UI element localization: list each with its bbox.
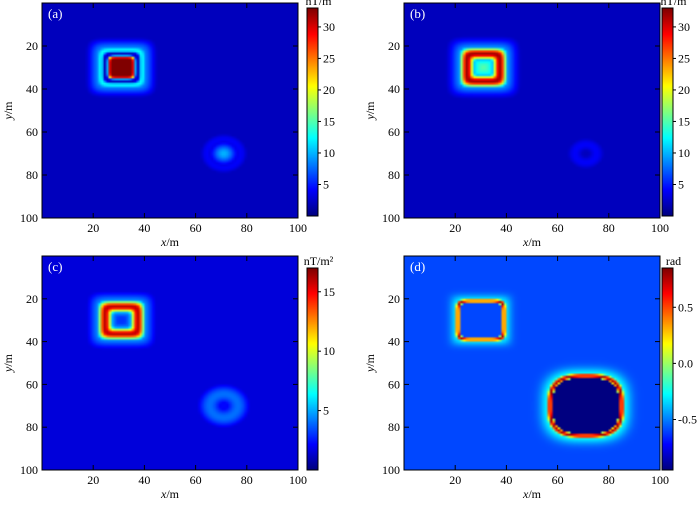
x-tick-label: 80 — [603, 473, 615, 487]
x-tick-label: 60 — [190, 221, 202, 235]
colorbar-tick-label: 5 — [323, 404, 329, 418]
y-tick-label: 100 — [382, 463, 400, 477]
x-tick-label: 100 — [651, 221, 669, 235]
x-axis-label: x/m — [522, 235, 542, 249]
y-tick-label: 40 — [26, 82, 38, 96]
colorbar — [307, 268, 318, 470]
heatmap-image — [42, 3, 298, 218]
y-tick-label: 20 — [26, 292, 38, 306]
y-tick-label: 20 — [26, 39, 38, 53]
colorbar-tick-label: 10 — [323, 344, 335, 358]
colorbar-tick-label: 10 — [678, 146, 690, 160]
colorbar-unit: nT/m — [306, 0, 333, 8]
y-axis-label: y/m — [1, 353, 15, 373]
colorbar-tick-label: 0.0 — [678, 356, 693, 370]
y-axis-label: y/m — [363, 101, 377, 121]
y-tick-label: 40 — [388, 82, 400, 96]
x-tick-label: 80 — [241, 221, 253, 235]
y-axis-label: y/m — [1, 101, 15, 121]
colorbar-frame — [306, 7, 319, 217]
x-tick-label: 100 — [651, 473, 669, 487]
x-tick-label: 40 — [138, 473, 150, 487]
colorbar-tick-label: 15 — [323, 114, 335, 128]
colorbar-tick-label: 0.5 — [678, 300, 693, 314]
colorbar-tick-label: 20 — [323, 83, 335, 97]
x-tick-label: 100 — [289, 221, 307, 235]
colorbar-frame — [306, 267, 319, 471]
colorbar-tick-label: 10 — [323, 146, 335, 160]
y-tick-label: 80 — [26, 168, 38, 182]
colorbar-frame — [661, 7, 674, 217]
heatmap-image — [404, 3, 660, 218]
colorbar-unit: nT/m² — [304, 254, 334, 268]
colorbar-frame — [661, 267, 674, 471]
y-tick-label: 20 — [388, 292, 400, 306]
y-tick-label: 60 — [26, 125, 38, 139]
colorbar-tick-label: 5 — [678, 177, 684, 191]
panel-1: (b) 20 40 60 80 100 20 40 60 80 100 x/m y/m 5 10 15 20 25… — [363, 0, 690, 249]
axes-frame — [41, 255, 299, 471]
x-axis-label: x/m — [522, 487, 542, 501]
x-tick-label: 40 — [500, 473, 512, 487]
axes-frame — [41, 2, 299, 219]
x-tick-label: 20 — [449, 221, 461, 235]
colorbar — [662, 8, 673, 216]
y-tick-label: 80 — [26, 420, 38, 434]
y-tick-label: 100 — [20, 211, 38, 225]
x-tick-label: 100 — [289, 473, 307, 487]
panel-label: (d) — [410, 259, 425, 274]
y-tick-label: 60 — [26, 377, 38, 391]
heatmap-image — [42, 256, 298, 470]
colorbar — [307, 8, 318, 216]
y-tick-label: 60 — [388, 125, 400, 139]
y-tick-label: 80 — [388, 420, 400, 434]
heatmap-image — [404, 256, 660, 470]
colorbar-tick-label: 30 — [678, 20, 690, 34]
colorbar-tick-label: 25 — [323, 51, 335, 65]
y-tick-label: 100 — [382, 211, 400, 225]
x-tick-label: 60 — [190, 473, 202, 487]
x-axis-label: x/m — [160, 487, 180, 501]
colorbar-tick-label: -0.5 — [678, 413, 697, 427]
y-axis-label: y/m — [363, 353, 377, 373]
axes-frame — [403, 2, 661, 219]
x-tick-label: 20 — [449, 473, 461, 487]
panel-label: (a) — [48, 6, 62, 21]
x-tick-label: 80 — [603, 221, 615, 235]
colorbar-tick-label: 25 — [678, 51, 690, 65]
panel-0: (a) 20 40 60 80 100 20 40 60 80 100 x/m y/m 5 10 15 20 25… — [1, 0, 335, 249]
y-tick-label: 40 — [388, 335, 400, 349]
colorbar-unit: nT/m — [661, 0, 688, 8]
panel-3: (d) 20 40 60 80 100 20 40 60 80 100 x/m y/m -0.5 0.0 0.… — [363, 254, 697, 501]
colorbar-unit: rad — [666, 254, 681, 268]
x-tick-label: 40 — [138, 221, 150, 235]
x-tick-label: 20 — [87, 221, 99, 235]
colorbar-tick-label: 30 — [323, 20, 335, 34]
panel-label: (c) — [48, 259, 62, 274]
colorbar-tick-label: 15 — [678, 114, 690, 128]
colorbar-tick-label: 15 — [323, 285, 335, 299]
x-tick-label: 20 — [87, 473, 99, 487]
y-tick-label: 40 — [26, 335, 38, 349]
colorbar-tick-label: 20 — [678, 83, 690, 97]
y-tick-label: 100 — [20, 463, 38, 477]
y-tick-label: 20 — [388, 39, 400, 53]
x-tick-label: 40 — [500, 221, 512, 235]
y-tick-label: 60 — [388, 377, 400, 391]
colorbar-tick-label: 5 — [323, 177, 329, 191]
colorbar — [662, 268, 673, 470]
x-axis-label: x/m — [160, 235, 180, 249]
y-tick-label: 80 — [388, 168, 400, 182]
x-tick-label: 60 — [552, 221, 564, 235]
panel-2: (c) 20 40 60 80 100 20 40 60 80 100 x/m y/m 5 10 15 nT/m… — [1, 254, 335, 501]
x-tick-label: 60 — [552, 473, 564, 487]
x-tick-label: 80 — [241, 473, 253, 487]
panel-label: (b) — [410, 6, 425, 21]
axes-frame — [403, 255, 661, 471]
